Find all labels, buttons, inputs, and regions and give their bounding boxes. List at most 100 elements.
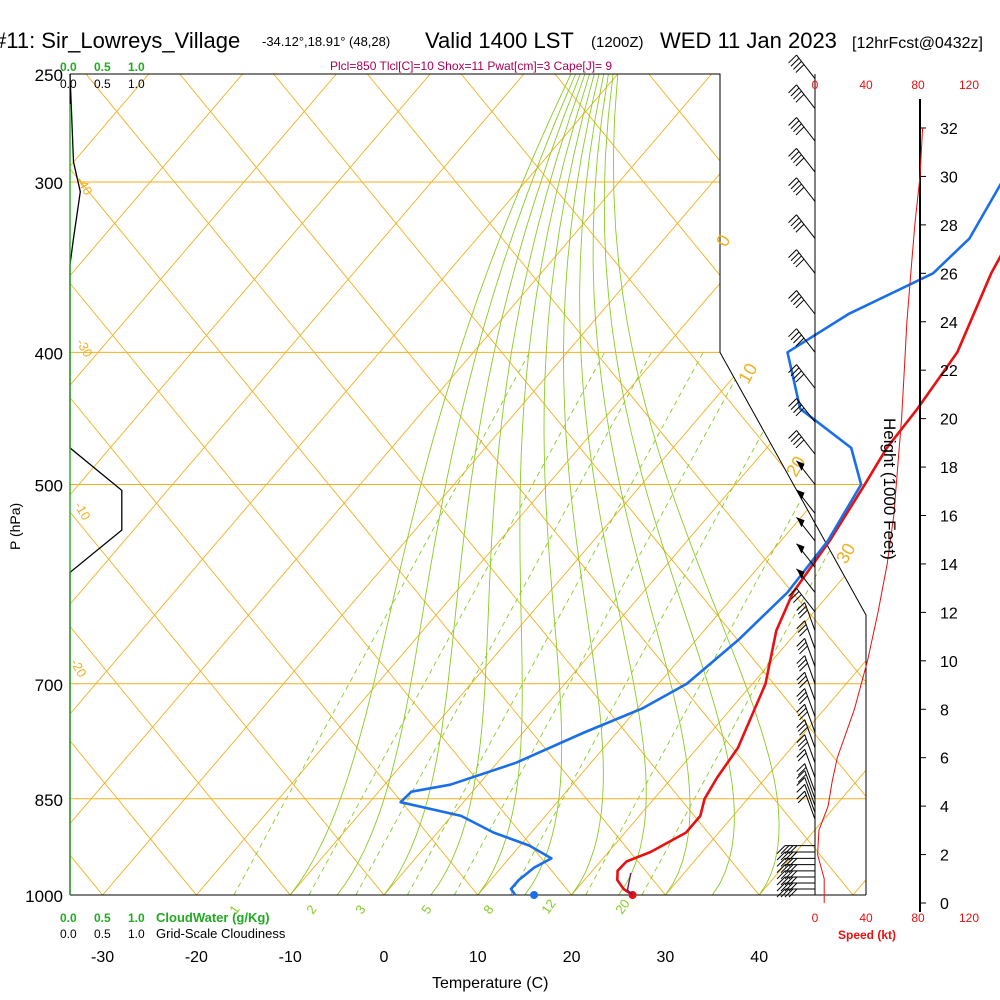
mixing-ratio-line xyxy=(355,352,652,895)
cloud-water-scale-bottom: 1.0 xyxy=(128,911,145,925)
wind-barb-feather xyxy=(796,748,806,758)
wind-barb-feather xyxy=(793,220,802,230)
speed-tick-top: 80 xyxy=(911,78,925,92)
wind-barb-feather xyxy=(799,679,808,689)
wind-barb-feather xyxy=(776,870,786,880)
wind-barb-feather xyxy=(790,331,800,341)
wind-barb-feather xyxy=(780,876,790,886)
height-tick-label: 12 xyxy=(940,605,958,622)
pressure-tick-label: 400 xyxy=(35,344,63,363)
wind-barb-staff xyxy=(796,587,816,613)
wind-barb-feather xyxy=(796,790,806,800)
wind-barb-pennant xyxy=(796,543,805,554)
wind-barb-staff xyxy=(804,688,816,717)
wind-barb-feather xyxy=(776,851,786,861)
forecast-tag: [12hrFcst@0432z] xyxy=(852,35,983,52)
dry-adiabat-line xyxy=(930,74,1000,895)
isotherm-label: 10 xyxy=(734,360,761,387)
wind-barb-feather xyxy=(795,186,805,196)
wind-barb-feather xyxy=(780,882,790,892)
wind-barb-feather xyxy=(797,773,807,783)
wind-barb-staff xyxy=(804,620,816,650)
wind-barb-staff xyxy=(796,177,816,202)
wind-barb-staff xyxy=(804,672,816,701)
mixing-ratio-label: 5 xyxy=(418,902,434,917)
wind-barb-feather xyxy=(793,296,802,306)
wind-barb-feather xyxy=(796,770,806,779)
dry-adiabat-line xyxy=(70,74,291,895)
wind-barb xyxy=(796,748,816,778)
height-tick-label: 32 xyxy=(940,121,958,138)
wind-barb-feather xyxy=(796,763,806,772)
parcel-path xyxy=(626,872,634,896)
wind-barb-feather xyxy=(793,370,802,380)
wind-barb-feather xyxy=(788,54,797,64)
wind-barb xyxy=(796,655,816,684)
cloud-water-scale-top: 1.0 xyxy=(128,60,145,74)
cloudiness-scale-top: 0.5 xyxy=(94,77,111,91)
speed-tick-bottom: 0 xyxy=(812,911,819,925)
wind-barb-feather xyxy=(793,61,802,70)
wind-barb-feather xyxy=(797,707,807,717)
wind-barb-feather xyxy=(788,888,798,898)
wind-barb-feather xyxy=(784,882,794,892)
wind-barb-feather xyxy=(780,888,790,898)
wind-barb-feather xyxy=(799,645,808,655)
wind-barb-feather xyxy=(795,258,805,268)
cloud-water-scale-top: 0.5 xyxy=(94,60,111,74)
wind-barb-staff xyxy=(796,398,816,423)
wind-barb-staff xyxy=(804,704,816,733)
wind-barb-feather xyxy=(793,183,802,193)
stability-indices: Plcl=850 Tlcl[C]=10 Shox=11 Pwat[cm]=3 C… xyxy=(330,59,612,73)
pressure-tick-label: 250 xyxy=(35,66,63,85)
wind-barb xyxy=(796,543,816,568)
wind-barb-layer xyxy=(776,54,816,898)
wind-barb-feather xyxy=(780,870,790,880)
wind-barb-feather xyxy=(780,858,790,867)
wind-barb xyxy=(788,398,816,423)
wind-barb-feather xyxy=(793,404,802,414)
speed-tick-bottom: 40 xyxy=(859,911,873,925)
wind-barb-feather xyxy=(790,367,800,377)
x-axis-label: Temperature (C) xyxy=(432,975,548,992)
wind-barb-feather xyxy=(788,858,798,867)
y-axis-label: P (hPa) xyxy=(7,503,23,550)
station-title: #11: Sir_Lowreys_Village xyxy=(0,28,240,53)
wind-barb-pennant xyxy=(796,568,805,579)
sounding-layer xyxy=(69,73,1000,899)
cloudiness-scale-top: 1.0 xyxy=(128,77,145,91)
wind-barb-feather xyxy=(788,364,797,373)
wind-barb-feather xyxy=(795,373,805,383)
wind-barb-feather xyxy=(784,870,794,880)
wind-barb-feather xyxy=(793,154,802,164)
isotherm-line xyxy=(70,74,337,895)
surface-dewpoint-marker xyxy=(530,891,539,899)
height-tick-label: 26 xyxy=(940,266,958,283)
wind-barb-feather xyxy=(788,587,797,597)
height-tick-label: 16 xyxy=(940,509,958,526)
wind-barb-feather xyxy=(797,766,807,776)
wind-barb-feather xyxy=(790,180,800,190)
wind-barb-feather xyxy=(799,662,808,672)
wind-barb xyxy=(788,328,816,353)
wind-barb-feather xyxy=(780,864,790,873)
isotherm-line xyxy=(571,74,866,895)
wind-barb-feather xyxy=(784,888,794,898)
height-tick-label: 14 xyxy=(940,557,958,574)
wind-barb-staff xyxy=(804,749,816,778)
speed-axis-label: Speed (kt) xyxy=(838,928,896,942)
label-layer: #11: Sir_Lowreys_Village -34.12°,18.91° … xyxy=(0,28,983,992)
wind-barb-feather xyxy=(790,120,800,129)
wind-barb-feather xyxy=(776,858,786,867)
wind-barb xyxy=(776,882,815,892)
wind-barb-feather xyxy=(796,655,806,664)
temperature-tick-label: 0 xyxy=(380,949,389,966)
wind-barb xyxy=(788,587,816,613)
height-tick-label: 4 xyxy=(940,799,949,816)
wind-barb-staff xyxy=(804,763,816,792)
wind-barb-feather xyxy=(776,888,786,898)
speed-tick-top: 40 xyxy=(859,78,873,92)
wind-barb-feather xyxy=(790,151,800,160)
